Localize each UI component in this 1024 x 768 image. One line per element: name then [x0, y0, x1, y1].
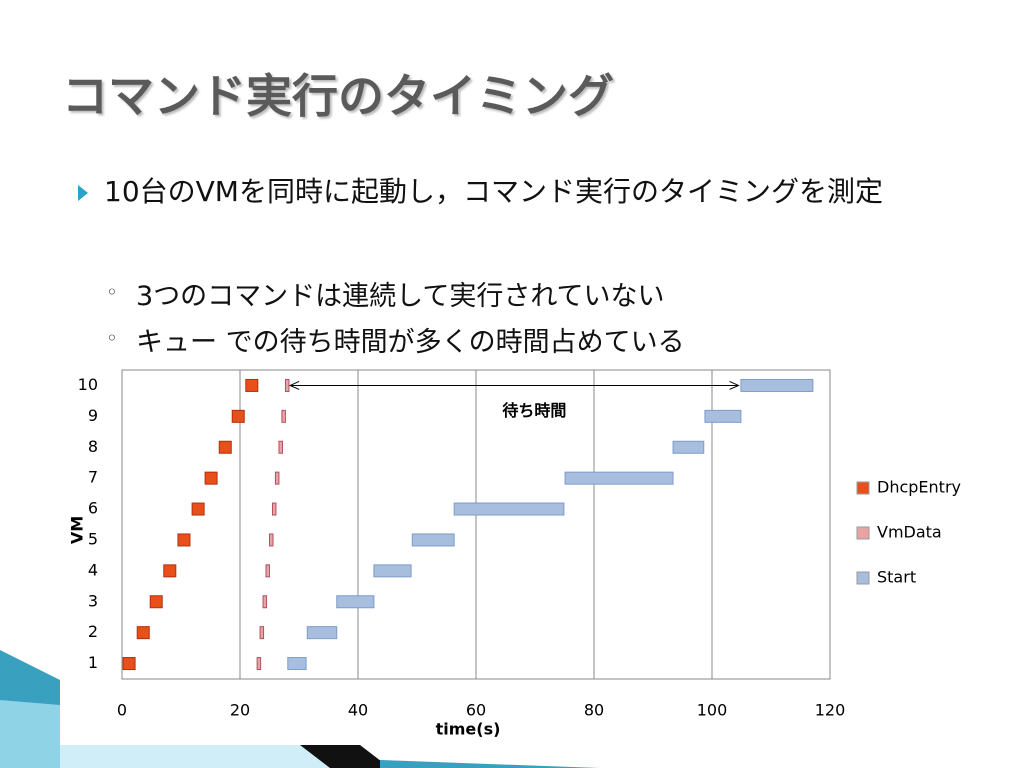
x-axis-title: time(s): [436, 720, 501, 739]
dhcp-marker: [177, 533, 191, 547]
deco-shape: [380, 760, 600, 768]
deco-shape: [0, 700, 60, 768]
y-tick-label: 5: [88, 529, 98, 548]
x-tick-label: 40: [348, 701, 368, 720]
dhcp-marker: [204, 471, 218, 485]
y-tick-label: 9: [88, 406, 98, 425]
y-axis-title: VM: [68, 516, 87, 544]
vmdata-marker: [269, 533, 274, 547]
start-bar: [411, 533, 455, 547]
vmdata-marker: [265, 564, 270, 578]
vmdata-marker: [271, 502, 277, 516]
bullet: 10台のVMを同時に起動し，コマンド実行のタイミングを測定: [104, 175, 883, 208]
start-bar: [672, 440, 705, 454]
vmdata-marker: [274, 471, 280, 485]
x-tick-label: 100: [697, 701, 728, 720]
y-tick-label: 4: [88, 560, 98, 579]
x-tick-label: 80: [584, 701, 604, 720]
arrow-head: [729, 380, 740, 390]
legend-label: DhcpEntry: [877, 478, 961, 497]
vmdata-marker: [259, 626, 265, 640]
sub-bullet-marker: ◦: [106, 326, 118, 350]
sub-bullet-marker: ◦: [106, 280, 118, 304]
start-bar: [453, 502, 565, 516]
vmdata-marker: [256, 657, 262, 671]
bullet-marker: [78, 185, 88, 201]
x-tick-label: 120: [815, 701, 846, 720]
y-tick-label: 10: [78, 375, 98, 394]
dhcp-marker: [136, 626, 150, 640]
sub-bullet: キュー での待ち時間が多くの時間占めている: [136, 327, 685, 358]
legend-swatch: [856, 526, 870, 540]
y-tick-label: 7: [88, 468, 98, 487]
title: コマンド実行のタイミング: [62, 69, 614, 123]
legend-label: Start: [877, 568, 916, 587]
dhcp-marker: [122, 657, 136, 671]
dhcp-marker: [149, 595, 163, 609]
x-tick-label: 0: [117, 701, 127, 720]
dhcp-marker: [245, 378, 259, 392]
y-tick-label: 1: [88, 653, 98, 672]
dhcp-marker: [163, 564, 177, 578]
annotation-text: 待ち時間: [502, 401, 566, 420]
start-bar: [306, 626, 338, 640]
start-bar: [373, 564, 412, 578]
legend-swatch: [856, 571, 870, 585]
dhcp-marker: [218, 440, 232, 454]
y-tick-label: 8: [88, 437, 98, 456]
x-tick-label: 20: [230, 701, 250, 720]
start-bar: [336, 595, 375, 609]
vmdata-marker: [284, 378, 290, 392]
arrow-head: [288, 380, 300, 390]
sub-bullet: 3つのコマンドは連続して実行されていない: [136, 281, 665, 312]
start-bar: [564, 471, 674, 485]
legend-swatch: [856, 481, 870, 495]
y-tick-label: 6: [88, 499, 98, 518]
y-tick-label: 2: [88, 622, 98, 641]
vmdata-marker: [281, 409, 286, 423]
dhcp-marker: [231, 409, 245, 423]
start-bar: [740, 378, 814, 392]
start-bar: [704, 409, 742, 423]
vmdata-marker: [278, 440, 283, 454]
deco-shape: [60, 745, 380, 768]
deco-shape: [300, 745, 390, 768]
dhcp-marker: [191, 502, 205, 516]
y-tick-label: 3: [88, 591, 98, 610]
vmdata-marker: [262, 595, 268, 609]
start-bar: [287, 657, 307, 671]
legend-label: VmData: [877, 523, 942, 542]
x-tick-label: 60: [466, 701, 486, 720]
